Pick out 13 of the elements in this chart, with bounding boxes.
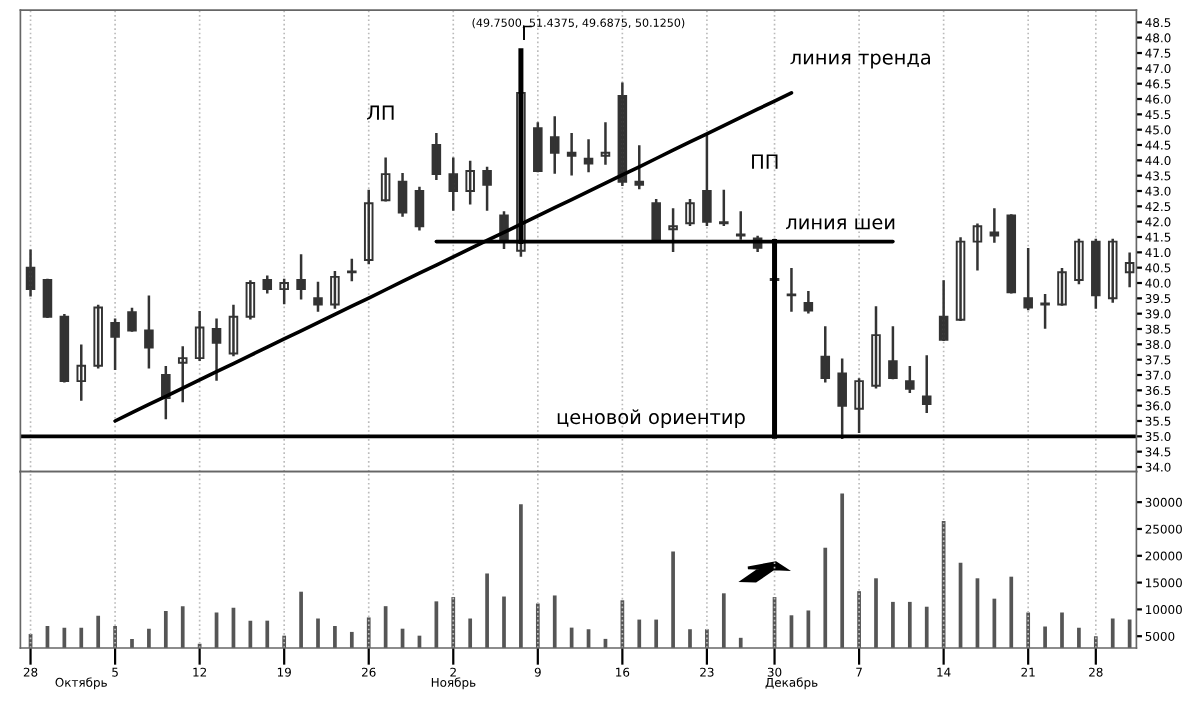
annotation: Г (523, 25, 532, 40)
candlestick (42, 278, 53, 318)
annotation: ценовой ориентир (557, 409, 745, 428)
annotation: ЛП (367, 105, 394, 120)
candlestick (347, 258, 357, 282)
annotation: линия шеи (786, 218, 895, 230)
candlestick (1023, 248, 1033, 311)
candlestick (719, 189, 729, 226)
annotation: ПП (752, 154, 778, 169)
annotation: линия тренда (790, 53, 930, 69)
candlestick (668, 208, 678, 253)
candlestick (1006, 214, 1017, 294)
candlestick (905, 366, 915, 394)
